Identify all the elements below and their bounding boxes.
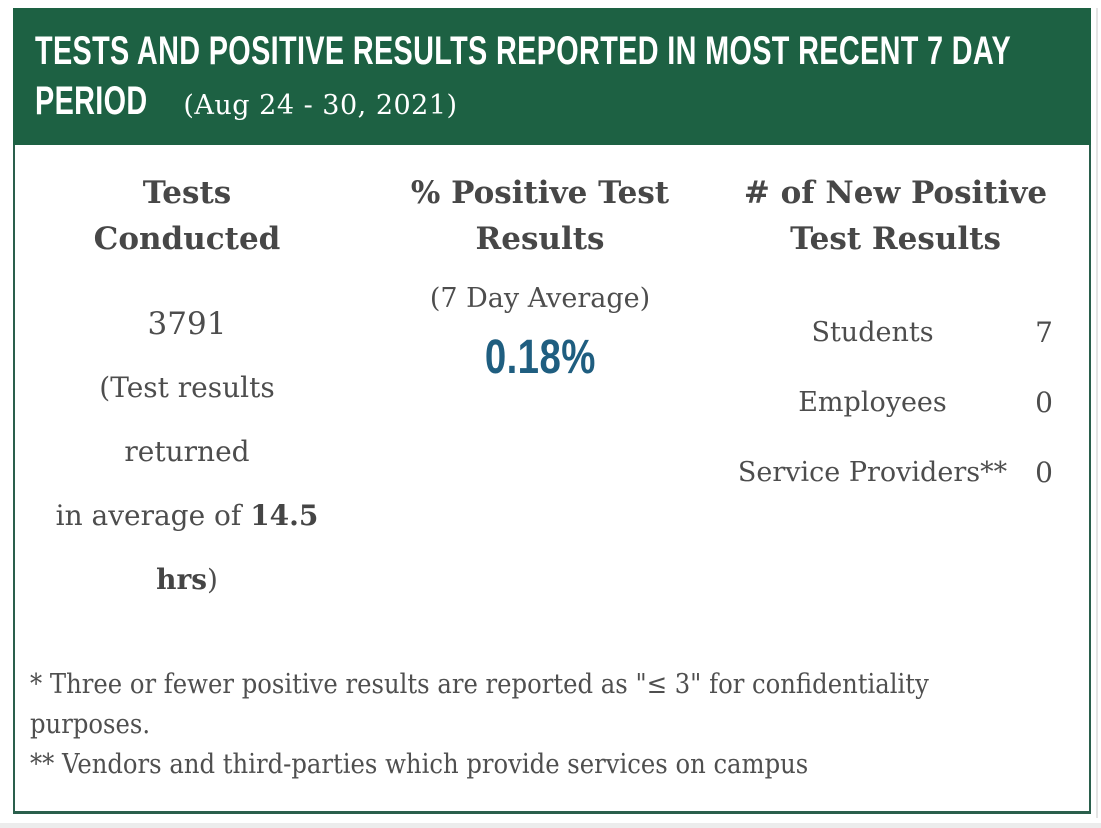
footnote-confidentiality-line1: * Three or fewer positive results are re…	[30, 669, 929, 700]
tests-conducted-section: Tests Conducted 3791 (Test results retur…	[28, 170, 346, 612]
tests-note-line1: (Test results	[99, 371, 275, 404]
tests-note-line4: hrs)	[28, 548, 346, 612]
table-row-students: Students 7	[728, 297, 1063, 367]
footnote-confidentiality-line2: purposes.	[30, 709, 151, 740]
tests-conducted-heading-line2: Conducted	[93, 221, 281, 257]
footnotes: * Three or fewer positive results are re…	[30, 665, 929, 785]
card-header: TESTS AND POSITIVE RESULTS REPORTED IN M…	[13, 8, 1091, 145]
positive-rate-heading-line2: Results	[475, 221, 605, 257]
positive-rate-subtitle: (7 Day Average)	[429, 283, 651, 314]
new-positives-heading-line2: Test Results	[790, 221, 1001, 257]
card-title-text: TESTS AND POSITIVE RESULTS REPORTED IN M…	[35, 29, 1012, 73]
tests-note-line3: in average of 14.5	[28, 484, 346, 548]
date-range: (Aug 24 - 30, 2021)	[183, 90, 458, 121]
row-value-employees: 0	[1035, 385, 1053, 419]
row-label-service-providers: Service Providers**	[737, 456, 1008, 488]
positive-rate-section: % Positive Test Results (7 Day Average) …	[382, 170, 698, 385]
bottom-strip	[0, 823, 1101, 828]
report-card: TESTS AND POSITIVE RESULTS REPORTED IN M…	[13, 8, 1091, 814]
tests-conducted-heading: Tests Conducted	[28, 170, 346, 262]
tests-note-line2: returned	[124, 435, 250, 468]
right-edge-divider	[1096, 8, 1098, 818]
avg-return-hours-unit: hrs	[156, 563, 207, 596]
footnote-confidentiality: * Three or fewer positive results are re…	[30, 665, 929, 745]
new-positives-rows: Students 7 Employees 0 Service Providers…	[728, 297, 1063, 507]
tests-conducted-detail: 3791 (Test results returned in average o…	[28, 292, 346, 612]
card-title-line2: PERIOD (Aug 24 - 30, 2021)	[35, 76, 1091, 131]
row-label-employees: Employees	[798, 386, 947, 418]
tests-note-line3-regular: in average of	[55, 499, 251, 532]
tests-note-close-paren: )	[206, 563, 218, 596]
new-positives-heading-line1: # of New Positive	[743, 175, 1048, 211]
tests-conducted-value: 3791	[147, 306, 227, 342]
new-positives-heading: # of New Positive Test Results	[728, 170, 1063, 262]
avg-return-hours-value: 14.5	[250, 499, 319, 532]
footnote-vendors: ** Vendors and third-parties which provi…	[30, 749, 809, 780]
table-row-service-providers: Service Providers** 0	[728, 437, 1063, 507]
row-label-students: Students	[811, 316, 934, 348]
card-title-line1: TESTS AND POSITIVE RESULTS REPORTED IN M…	[35, 26, 1091, 76]
table-row-employees: Employees 0	[728, 367, 1063, 437]
positive-rate-value: 0.18%	[382, 330, 698, 385]
positive-rate-heading: % Positive Test Results	[382, 170, 698, 262]
new-positives-section: # of New Positive Test Results Students …	[728, 170, 1063, 507]
row-value-service-providers: 0	[1035, 455, 1053, 489]
row-value-students: 7	[1035, 315, 1053, 349]
positive-rate-heading-line1: % Positive Test	[410, 175, 670, 211]
tests-conducted-heading-line1: Tests	[142, 175, 232, 211]
positive-rate-value-text: 0.18%	[484, 331, 596, 384]
card-title-text-continued: PERIOD	[35, 79, 148, 123]
